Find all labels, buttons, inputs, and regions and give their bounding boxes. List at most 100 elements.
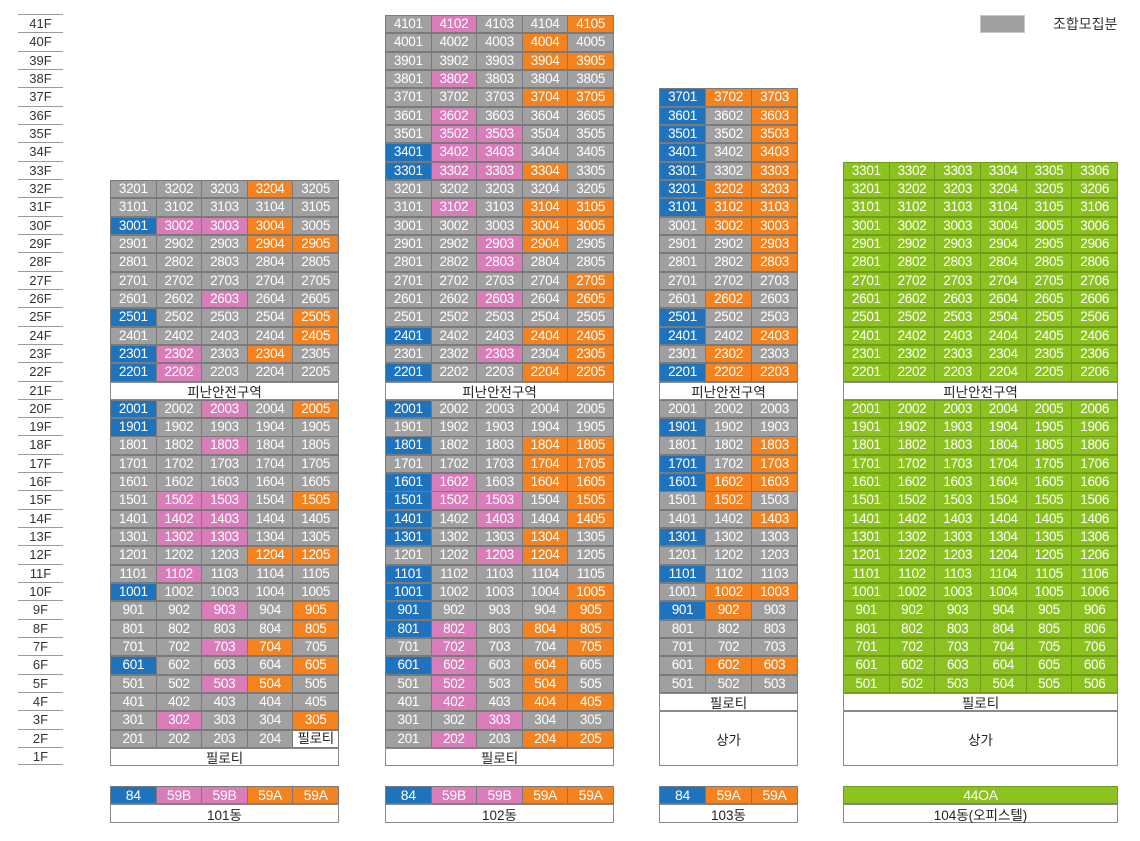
- unit-cell[interactable]: 1403: [751, 509, 798, 529]
- unit-cell[interactable]: 1701: [385, 454, 432, 474]
- unit-cell[interactable]: 3004: [980, 216, 1027, 235]
- unit-cell[interactable]: 505: [292, 674, 339, 694]
- unit-cell[interactable]: 1102: [888, 564, 936, 584]
- unit-cell[interactable]: 304: [246, 711, 294, 730]
- unit-cell[interactable]: 202: [155, 729, 203, 749]
- unit-cell[interactable]: 1704: [980, 454, 1027, 474]
- unit-cell[interactable]: 2303: [934, 344, 981, 364]
- unit-cell[interactable]: 3304: [980, 161, 1027, 180]
- unit-cell[interactable]: 1505: [567, 491, 614, 510]
- unit-cell[interactable]: 603: [934, 656, 981, 675]
- unit-cell[interactable]: 305: [292, 711, 339, 730]
- unit-cell[interactable]: 2201: [385, 363, 432, 382]
- unit-cell[interactable]: 2404: [521, 326, 569, 345]
- unit-cell[interactable]: 2706: [1071, 271, 1118, 290]
- unit-cell[interactable]: 805: [292, 619, 339, 639]
- unit-cell[interactable]: 4103: [476, 15, 523, 34]
- unit-cell[interactable]: 2902: [430, 234, 478, 254]
- unit-cell[interactable]: 1204: [980, 546, 1027, 565]
- unit-cell[interactable]: 1002: [155, 583, 203, 602]
- unit-cell[interactable]: 2902: [705, 234, 752, 254]
- unit-cell[interactable]: 601: [385, 656, 432, 675]
- unit-cell[interactable]: 1103: [751, 564, 798, 584]
- unit-cell[interactable]: 2203: [934, 363, 981, 382]
- unit-cell[interactable]: 3601: [385, 106, 432, 126]
- unit-cell[interactable]: 1004: [246, 583, 294, 602]
- unit-cell[interactable]: 3603: [751, 106, 798, 126]
- unit-cell[interactable]: 2602: [430, 289, 478, 309]
- unit-cell[interactable]: 2703: [201, 271, 248, 290]
- unit-cell[interactable]: 2905: [292, 234, 339, 254]
- unit-cell[interactable]: 3302: [705, 161, 752, 180]
- unit-cell[interactable]: 1404: [246, 509, 294, 529]
- unit-cell[interactable]: 2001: [110, 399, 157, 419]
- unit-cell[interactable]: 804: [246, 619, 294, 639]
- unit-cell[interactable]: 3202: [430, 179, 478, 199]
- unit-cell[interactable]: 605: [1025, 656, 1073, 675]
- unit-cell[interactable]: 601: [110, 656, 157, 675]
- unit-cell[interactable]: 1702: [705, 454, 752, 474]
- unit-cell[interactable]: 1501: [843, 491, 890, 510]
- unit-cell[interactable]: 1004: [980, 583, 1027, 602]
- unit-cell[interactable]: 1203: [934, 546, 981, 565]
- unit-cell[interactable]: 3205: [567, 179, 614, 199]
- unit-cell[interactable]: 2401: [659, 326, 706, 345]
- unit-cell[interactable]: 3001: [385, 216, 432, 235]
- unit-cell[interactable]: 2003: [476, 399, 523, 419]
- unit-cell[interactable]: 1201: [659, 546, 706, 565]
- unit-cell[interactable]: 1703: [476, 454, 523, 474]
- unit-cell[interactable]: 1302: [705, 528, 752, 547]
- unit-cell[interactable]: 401: [110, 693, 157, 712]
- unit-cell[interactable]: 3202: [155, 179, 203, 199]
- unit-cell[interactable]: 803: [934, 619, 981, 639]
- unit-cell[interactable]: 201: [385, 729, 432, 749]
- unit-cell[interactable]: 2503: [751, 308, 798, 327]
- unit-cell[interactable]: 1004: [521, 583, 569, 602]
- unit-cell[interactable]: 706: [1071, 638, 1118, 657]
- unit-cell[interactable]: 804: [521, 619, 569, 639]
- unit-cell[interactable]: 3201: [843, 179, 890, 199]
- unit-cell[interactable]: 3204: [246, 179, 294, 199]
- unit-cell[interactable]: 1504: [980, 491, 1027, 510]
- unit-cell[interactable]: 1406: [1071, 509, 1118, 529]
- unit-cell[interactable]: 1402: [155, 509, 203, 529]
- unit-cell[interactable]: 2306: [1071, 344, 1118, 364]
- unit-cell[interactable]: 3101: [110, 198, 157, 217]
- unit-cell[interactable]: 703: [934, 638, 981, 657]
- unit-cell[interactable]: 2903: [751, 234, 798, 254]
- unit-cell[interactable]: 303: [201, 711, 248, 730]
- unit-cell[interactable]: 1802: [155, 436, 203, 455]
- unit-cell[interactable]: 3803: [476, 69, 523, 89]
- unit-cell[interactable]: 803: [476, 619, 523, 639]
- unit-cell[interactable]: 2801: [843, 253, 890, 272]
- unit-cell[interactable]: 2501: [385, 308, 432, 327]
- unit-cell[interactable]: 2602: [155, 289, 203, 309]
- unit-cell[interactable]: 502: [430, 674, 478, 694]
- unit-cell[interactable]: 1204: [521, 546, 569, 565]
- unit-cell[interactable]: 1703: [934, 454, 981, 474]
- unit-cell[interactable]: 1003: [476, 583, 523, 602]
- unit-cell[interactable]: 304: [521, 711, 569, 730]
- unit-cell[interactable]: 3105: [567, 198, 614, 217]
- unit-cell[interactable]: 1105: [292, 564, 339, 584]
- unit-cell[interactable]: 1806: [1071, 436, 1118, 455]
- unit-cell[interactable]: 1002: [430, 583, 478, 602]
- unit-cell[interactable]: 2205: [292, 363, 339, 382]
- unit-cell[interactable]: 2405: [567, 326, 614, 345]
- unit-cell[interactable]: 901: [110, 601, 157, 620]
- unit-cell[interactable]: 2202: [430, 363, 478, 382]
- unit-cell[interactable]: 1502: [155, 491, 203, 510]
- unit-cell[interactable]: 2305: [567, 344, 614, 364]
- unit-cell[interactable]: 2002: [430, 399, 478, 419]
- unit-cell[interactable]: 3904: [521, 51, 569, 71]
- unit-cell[interactable]: 2605: [1025, 289, 1073, 309]
- unit-cell[interactable]: 2303: [751, 344, 798, 364]
- unit-cell[interactable]: 1405: [1025, 509, 1073, 529]
- unit-cell[interactable]: 2802: [705, 253, 752, 272]
- unit-cell[interactable]: 2404: [980, 326, 1027, 345]
- unit-cell[interactable]: 702: [705, 638, 752, 657]
- unit-cell[interactable]: 3103: [751, 198, 798, 217]
- unit-cell[interactable]: 1603: [934, 473, 981, 492]
- unit-cell[interactable]: 1102: [155, 564, 203, 584]
- unit-cell[interactable]: 3003: [934, 216, 981, 235]
